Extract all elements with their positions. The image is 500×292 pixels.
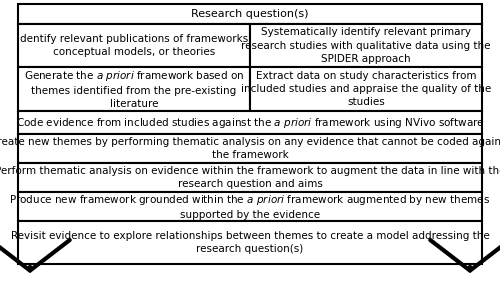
Text: Perform thematic analysis on evidence within the framework to augment the data i: Perform thematic analysis on evidence wi… [0,166,500,189]
Text: Produce new framework grounded within the $\it{a\ priori}$ framework augmented b: Produce new framework grounded within th… [10,193,490,220]
Text: Extract data on study characteristics from
included studies and appraise the qua: Extract data on study characteristics fr… [241,71,491,107]
Bar [18,24,250,67]
Bar [18,134,482,163]
Bar [18,4,482,24]
Text: Revisit evidence to explore relationships between themes to create a model addre: Revisit evidence to explore relationship… [10,231,490,254]
Text: Create new themes by performing thematic analysis on any evidence that cannot be: Create new themes by performing thematic… [0,137,500,160]
Bar [250,67,482,111]
Bar [18,163,482,192]
Text: Systematically identify relevant primary
research studies with qualitative data : Systematically identify relevant primary… [241,27,491,64]
Bar [18,67,250,111]
Bar [18,111,482,134]
Bar [18,221,482,264]
Text: Generate the $\it{a\ priori}$ framework based on
themes identified from the pre-: Generate the $\it{a\ priori}$ framework … [24,69,244,110]
Text: Identify relevant publications of frameworks,
conceptual models, or theories: Identify relevant publications of framew… [16,34,252,57]
Text: Code evidence from included studies against the $\it{a\ priori}$ framework using: Code evidence from included studies agai… [16,116,484,130]
Text: Research question(s): Research question(s) [191,9,309,19]
Bar [250,24,482,67]
Bar [18,192,482,221]
